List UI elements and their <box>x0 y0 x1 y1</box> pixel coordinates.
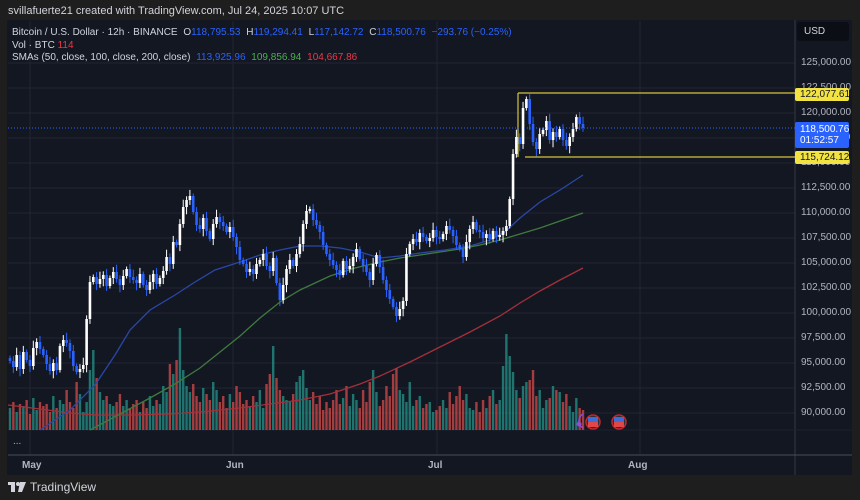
sma200-value: 104,667.86 <box>307 52 358 63</box>
price-axis-label: 125,000.00 <box>801 57 852 68</box>
low-value: 117,142.72 <box>314 27 364 38</box>
price-axis-label: 102,500.00 <box>801 282 852 293</box>
change-value: −293.76 (−0.25%) <box>431 27 512 38</box>
symbol-legend: Bitcoin / U.S. Dollar · 12h · BINANCE O1… <box>12 27 512 38</box>
time-label-aug: Aug <box>628 460 648 471</box>
price-axis-label: 95,000.00 <box>801 357 846 368</box>
sma50-value: 113,925.96 <box>196 52 246 63</box>
time-label-may: May <box>22 460 42 471</box>
close-value: 118,500.76 <box>376 27 426 38</box>
volume-value: 114 <box>57 40 74 51</box>
time-label-jun: Jun <box>226 460 244 471</box>
last-price-tag: 118,500.76 01:52:57 <box>795 122 849 148</box>
price-axis-label: 90,000.00 <box>801 407 846 418</box>
last-price: 118,500.76 <box>800 124 850 135</box>
chart-credit: svillafuerte21 created with TradingView.… <box>8 5 345 17</box>
price-axis-label: 112,500.00 <box>801 182 851 193</box>
time-label-jul: Jul <box>428 460 443 471</box>
tradingview-logo-icon <box>8 482 26 492</box>
price-axis-label: 105,000.00 <box>801 257 852 268</box>
price-axis-label: 107,500.00 <box>801 232 852 243</box>
open-value: 118,795.53 <box>191 27 241 38</box>
price-axis-label: 100,000.00 <box>801 307 852 318</box>
support-level-tag: 115,724.12 <box>795 151 849 164</box>
high-value: 119,294.41 <box>253 27 303 38</box>
sma100-value: 109,856.94 <box>251 52 302 63</box>
price-axis-label: 120,000.00 <box>801 107 852 118</box>
more-indicators-button[interactable]: ... <box>13 436 22 447</box>
price-axis-label: 92,500.00 <box>801 382 846 393</box>
sma-legend[interactable]: SMAs (50, close, 100, close, 200, close)… <box>12 52 358 63</box>
currency-button[interactable]: USD <box>797 22 849 41</box>
price-axis-label: 110,000.00 <box>801 207 851 218</box>
symbol-name[interactable]: Bitcoin / U.S. Dollar · 12h · BINANCE <box>12 27 178 38</box>
resistance-level-tag: 122,077.61 <box>795 88 850 101</box>
bar-countdown: 01:52:57 <box>800 135 839 146</box>
price-axis-label: 97,500.00 <box>801 332 846 343</box>
volume-legend[interactable]: Vol · BTC 114 <box>12 40 74 51</box>
tradingview-logo[interactable]: TradingView <box>8 480 96 494</box>
price-axis-label: 122,500.00 <box>801 82 851 93</box>
